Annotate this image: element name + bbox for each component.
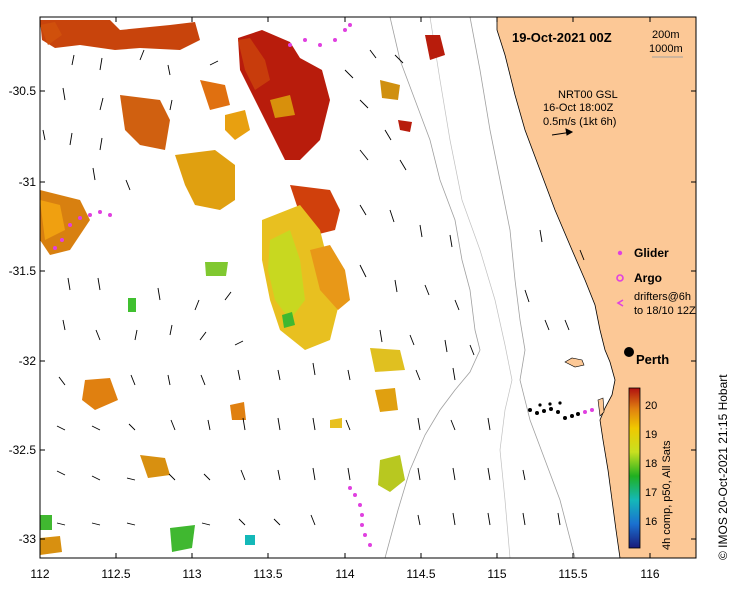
depth-legend-200m: 200m xyxy=(652,29,680,41)
colorbar-tick: 19 xyxy=(645,429,657,441)
legend-glider: Glider xyxy=(634,246,669,260)
current-scale: 0.5m/s (1kt 6h) xyxy=(543,116,616,128)
current-time: 16-Oct 18:00Z xyxy=(543,102,614,114)
depth-legend-1000m: 1000m xyxy=(649,43,683,55)
glider-track xyxy=(528,401,580,420)
contour-shelf xyxy=(429,17,513,558)
colorbar-tick: 17 xyxy=(645,487,657,499)
lon-tick-label: 113 xyxy=(182,567,201,581)
lat-tick-label: -31.5 xyxy=(9,264,37,278)
rottnest-island xyxy=(564,357,585,368)
colorbar-label: 4h comp, p50, All Sats xyxy=(661,440,673,550)
colorbar-tick: 20 xyxy=(645,400,657,412)
city-label-perth: Perth xyxy=(636,352,669,367)
lon-tick-label: 114 xyxy=(335,567,354,581)
lat-tick-label: -33 xyxy=(19,532,37,546)
lat-tick-label: -32.5 xyxy=(9,443,37,457)
lon-tick-label: 113.5 xyxy=(253,567,282,581)
sst-patches xyxy=(40,20,445,555)
map-title: 19-Oct-2021 00Z xyxy=(512,30,612,45)
argo-legend-icon xyxy=(616,274,624,282)
lon-tick-label: 112.5 xyxy=(101,567,130,581)
drifter-tracks xyxy=(53,23,594,547)
scale-arrow-icon xyxy=(551,128,574,136)
glider-legend-icon xyxy=(617,250,623,256)
lon-tick-label: 116 xyxy=(640,567,659,581)
lon-tick-label: 115.5 xyxy=(558,567,587,581)
legend-drifters-2: to 18/10 12Z xyxy=(634,305,696,317)
current-source: NRT00 GSL xyxy=(558,89,618,101)
current-vectors xyxy=(42,49,585,526)
lon-tick-label: 114.5 xyxy=(406,567,435,581)
colorbar-tick: 16 xyxy=(645,516,657,528)
credit-text: © IMOS 20-Oct-2021 21:15 Hobart xyxy=(716,374,730,560)
lat-tick-label: -31 xyxy=(19,175,37,189)
drifter-legend-icon xyxy=(616,299,624,307)
legend-drifters-1: drifters@6h xyxy=(634,291,691,303)
plot-frame xyxy=(39,16,697,559)
contour-200m xyxy=(469,17,576,558)
legend-argo: Argo xyxy=(634,271,662,285)
lon-tick-label: 115 xyxy=(487,567,506,581)
contour-1000m xyxy=(384,17,481,558)
lat-tick-label: -30.5 xyxy=(9,84,37,98)
perth-marker xyxy=(624,347,634,357)
axis-ticks xyxy=(39,17,696,558)
lon-tick-label: 112 xyxy=(30,567,49,581)
colorbar xyxy=(628,387,641,549)
land-mass xyxy=(496,17,696,558)
lat-tick-label: -32 xyxy=(19,354,37,368)
colorbar-tick: 18 xyxy=(645,458,657,470)
garden-island xyxy=(597,397,605,417)
